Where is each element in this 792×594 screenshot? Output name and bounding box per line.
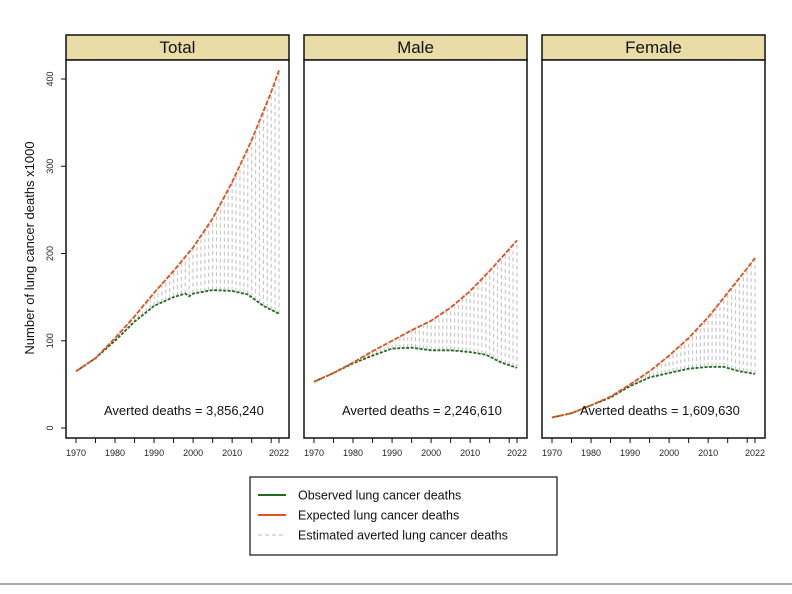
y-tick-label: 400 <box>45 71 55 86</box>
averted-deaths-annotation: Averted deaths = 1,609,630 <box>580 403 740 418</box>
legend-label: Expected lung cancer deaths <box>298 509 459 523</box>
x-tick-label: 1990 <box>620 448 640 458</box>
panel-title: Male <box>397 38 434 57</box>
y-axis-label: Number of lung cancer deaths x1000 <box>22 141 37 354</box>
plot-area <box>303 59 528 439</box>
x-tick-label: 2022 <box>507 448 527 458</box>
x-tick-label: 2022 <box>269 448 289 458</box>
x-tick-label: 1970 <box>304 448 324 458</box>
expected-line <box>313 239 518 383</box>
y-tick-label: 0 <box>45 425 55 430</box>
x-tick-label: 2010 <box>222 448 242 458</box>
plot-area <box>65 59 290 439</box>
x-tick-label: 2000 <box>421 448 441 458</box>
observed-line <box>313 346 518 383</box>
x-tick-label: 1990 <box>144 448 164 458</box>
averted-deaths-annotation: Averted deaths = 3,856,240 <box>104 403 264 418</box>
panel-title: Female <box>625 38 682 57</box>
plot-area <box>541 59 766 439</box>
x-tick-label: 2000 <box>659 448 679 458</box>
legend-box <box>249 476 558 556</box>
y-tick-label: 100 <box>45 333 55 348</box>
panel-female: Female 1970 1980 1990 2000 2010 2022 Averted de… <box>541 34 766 458</box>
legend: Observed lung cancer deaths Expected lung… <box>249 476 558 556</box>
x-tick-label: 2000 <box>183 448 203 458</box>
panel-total: Total 1970 1980 1990 2000 2010 2022 0 100 200 300 4… <box>22 34 290 458</box>
x-tick-label: 2010 <box>460 448 480 458</box>
expected-line <box>551 257 756 419</box>
panel-strip <box>65 34 290 61</box>
panel-title: Total <box>160 38 196 57</box>
x-tick-label: 1970 <box>66 448 86 458</box>
panel-strip <box>541 34 766 61</box>
x-tick-label: 2010 <box>698 448 718 458</box>
observed-line <box>551 366 756 419</box>
expected-line <box>75 69 280 373</box>
legend-label: Estimated averted lung cancer deaths <box>298 529 508 543</box>
x-tick-label: 1980 <box>581 448 601 458</box>
y-tick-label: 200 <box>45 246 55 261</box>
x-tick-label: 1980 <box>343 448 363 458</box>
x-tick-label: 1990 <box>382 448 402 458</box>
x-tick-label: 2022 <box>745 448 765 458</box>
x-tick-label: 1980 <box>105 448 125 458</box>
observed-line <box>75 289 280 373</box>
x-tick-label: 1970 <box>542 448 562 458</box>
legend-label: Observed lung cancer deaths <box>298 489 461 503</box>
y-tick-label: 300 <box>45 159 55 174</box>
panel-male: Male 1970 1980 1990 2000 2010 2022 Averted deat… <box>303 34 528 458</box>
averted-deaths-annotation: Averted deaths = 2,246,610 <box>342 403 502 418</box>
